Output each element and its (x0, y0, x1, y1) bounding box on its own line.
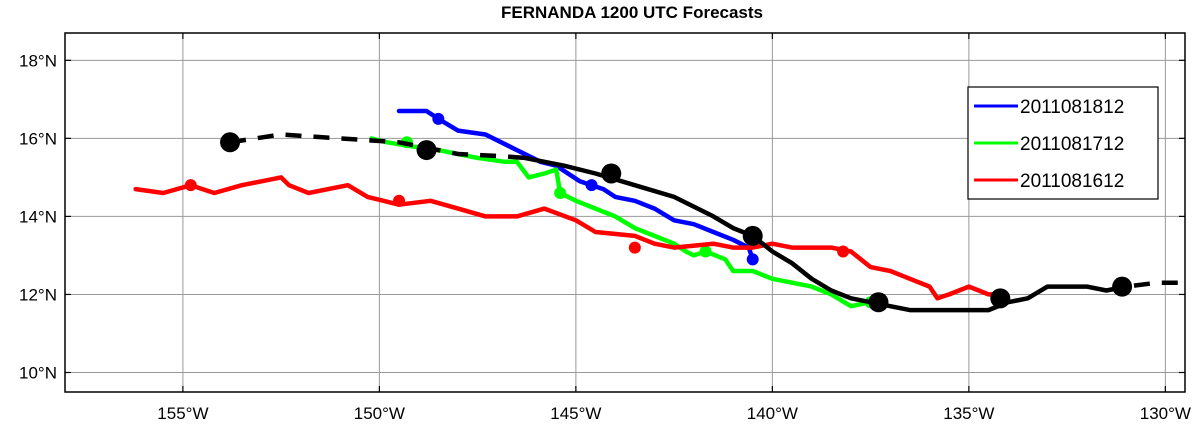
x-tick-label: 135°W (943, 404, 994, 423)
series-group (133, 108, 1185, 313)
legend-label: 2011081712 (1020, 134, 1124, 155)
series-point-2011081612 (184, 179, 197, 192)
y-tick-label: 16°N (19, 129, 57, 148)
official-track-point (1112, 276, 1133, 297)
legend-label: 2011081812 (1020, 97, 1124, 118)
official-track-line (522, 155, 1109, 313)
series-point-2011081612 (628, 241, 641, 254)
axis-ticks: 155°W 150°W 145°W 140°W 135°W 130°W 10°N 12°N 14… (19, 33, 1191, 423)
x-tick-label: 130°W (1140, 404, 1191, 423)
chart-title: FERNANDA 1200 UTC Forecasts (501, 3, 763, 22)
y-tick-label: 10°N (19, 363, 57, 382)
plot-area-frame (64, 32, 1186, 393)
series-point-2011081712 (699, 245, 712, 258)
series-point-2011081812 (746, 253, 759, 266)
official-track-point (220, 132, 241, 153)
legend-label: 2011081612 (1020, 171, 1124, 192)
y-tick-label: 14°N (19, 207, 57, 226)
x-tick-label: 150°W (354, 404, 405, 423)
x-tick-label: 145°W (550, 404, 601, 423)
y-tick-label: 12°N (19, 285, 57, 304)
official-track-point (601, 163, 622, 184)
series-point-2011081712 (554, 186, 567, 199)
legend: 2011081812 2011081712 2011081612 (967, 86, 1159, 200)
series-point-2011081612 (393, 194, 406, 207)
y-tick-label: 18°N (19, 51, 57, 70)
series-point-2011081612 (837, 245, 850, 258)
official-track-point (742, 225, 763, 246)
x-tick-label: 155°W (157, 404, 208, 423)
official-track-point (868, 292, 889, 313)
official-track-point (416, 140, 437, 161)
official-track-dashed (229, 132, 525, 161)
official-track-point (990, 288, 1011, 309)
series-line-2011081712 (369, 136, 881, 309)
series-point-2011081812 (585, 179, 598, 192)
x-tick-label: 140°W (747, 404, 798, 423)
series-line-2011081612 (133, 175, 1003, 301)
series-point-2011081812 (432, 112, 445, 125)
